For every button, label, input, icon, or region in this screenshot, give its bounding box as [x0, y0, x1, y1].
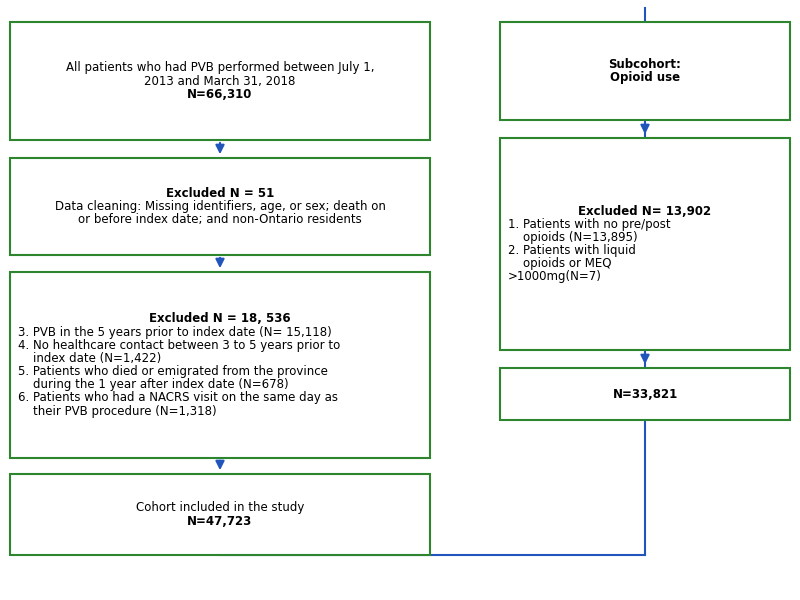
Text: Cohort included in the study: Cohort included in the study — [136, 502, 304, 514]
Text: or before index date; and non-Ontario residents: or before index date; and non-Ontario re… — [78, 213, 362, 226]
Text: their PVB procedure (N=1,318): their PVB procedure (N=1,318) — [18, 404, 217, 418]
Bar — [10, 22, 430, 140]
Text: >1000mg(N=7): >1000mg(N=7) — [508, 271, 602, 283]
Text: Excluded N = 51: Excluded N = 51 — [166, 187, 274, 200]
Text: 6. Patients who had a NACRS visit on the same day as: 6. Patients who had a NACRS visit on the… — [18, 391, 338, 404]
Text: N=47,723: N=47,723 — [187, 515, 253, 527]
Text: opioids or MEQ: opioids or MEQ — [508, 257, 611, 270]
Text: Subcohort:: Subcohort: — [609, 58, 682, 71]
Text: opioids (N=13,895): opioids (N=13,895) — [508, 231, 638, 244]
Text: 5. Patients who died or emigrated from the province: 5. Patients who died or emigrated from t… — [18, 365, 328, 378]
Text: 4. No healthcare contact between 3 to 5 years prior to: 4. No healthcare contact between 3 to 5 … — [18, 339, 340, 352]
Text: Data cleaning: Missing identifiers, age, or sex; death on: Data cleaning: Missing identifiers, age,… — [54, 200, 386, 213]
Text: index date (N=1,422): index date (N=1,422) — [18, 352, 162, 365]
Text: during the 1 year after index date (N=678): during the 1 year after index date (N=67… — [18, 378, 289, 391]
Text: All patients who had PVB performed between July 1,: All patients who had PVB performed betwe… — [66, 61, 374, 74]
Bar — [500, 138, 790, 350]
Text: 2013 and March 31, 2018: 2013 and March 31, 2018 — [144, 74, 296, 88]
Text: 2. Patients with liquid: 2. Patients with liquid — [508, 244, 636, 257]
Text: Opioid use: Opioid use — [610, 71, 680, 84]
Text: Excluded N= 13,902: Excluded N= 13,902 — [578, 205, 711, 218]
Bar — [500, 368, 790, 420]
Text: 1. Patients with no pre/post: 1. Patients with no pre/post — [508, 218, 670, 231]
Bar — [10, 272, 430, 458]
Bar — [10, 474, 430, 555]
Text: N=66,310: N=66,310 — [187, 88, 253, 101]
Bar — [500, 22, 790, 120]
Text: 3. PVB in the 5 years prior to index date (N= 15,118): 3. PVB in the 5 years prior to index dat… — [18, 326, 332, 338]
Text: Excluded N = 18, 536: Excluded N = 18, 536 — [149, 313, 291, 325]
Bar — [10, 158, 430, 255]
Text: N=33,821: N=33,821 — [612, 388, 678, 401]
